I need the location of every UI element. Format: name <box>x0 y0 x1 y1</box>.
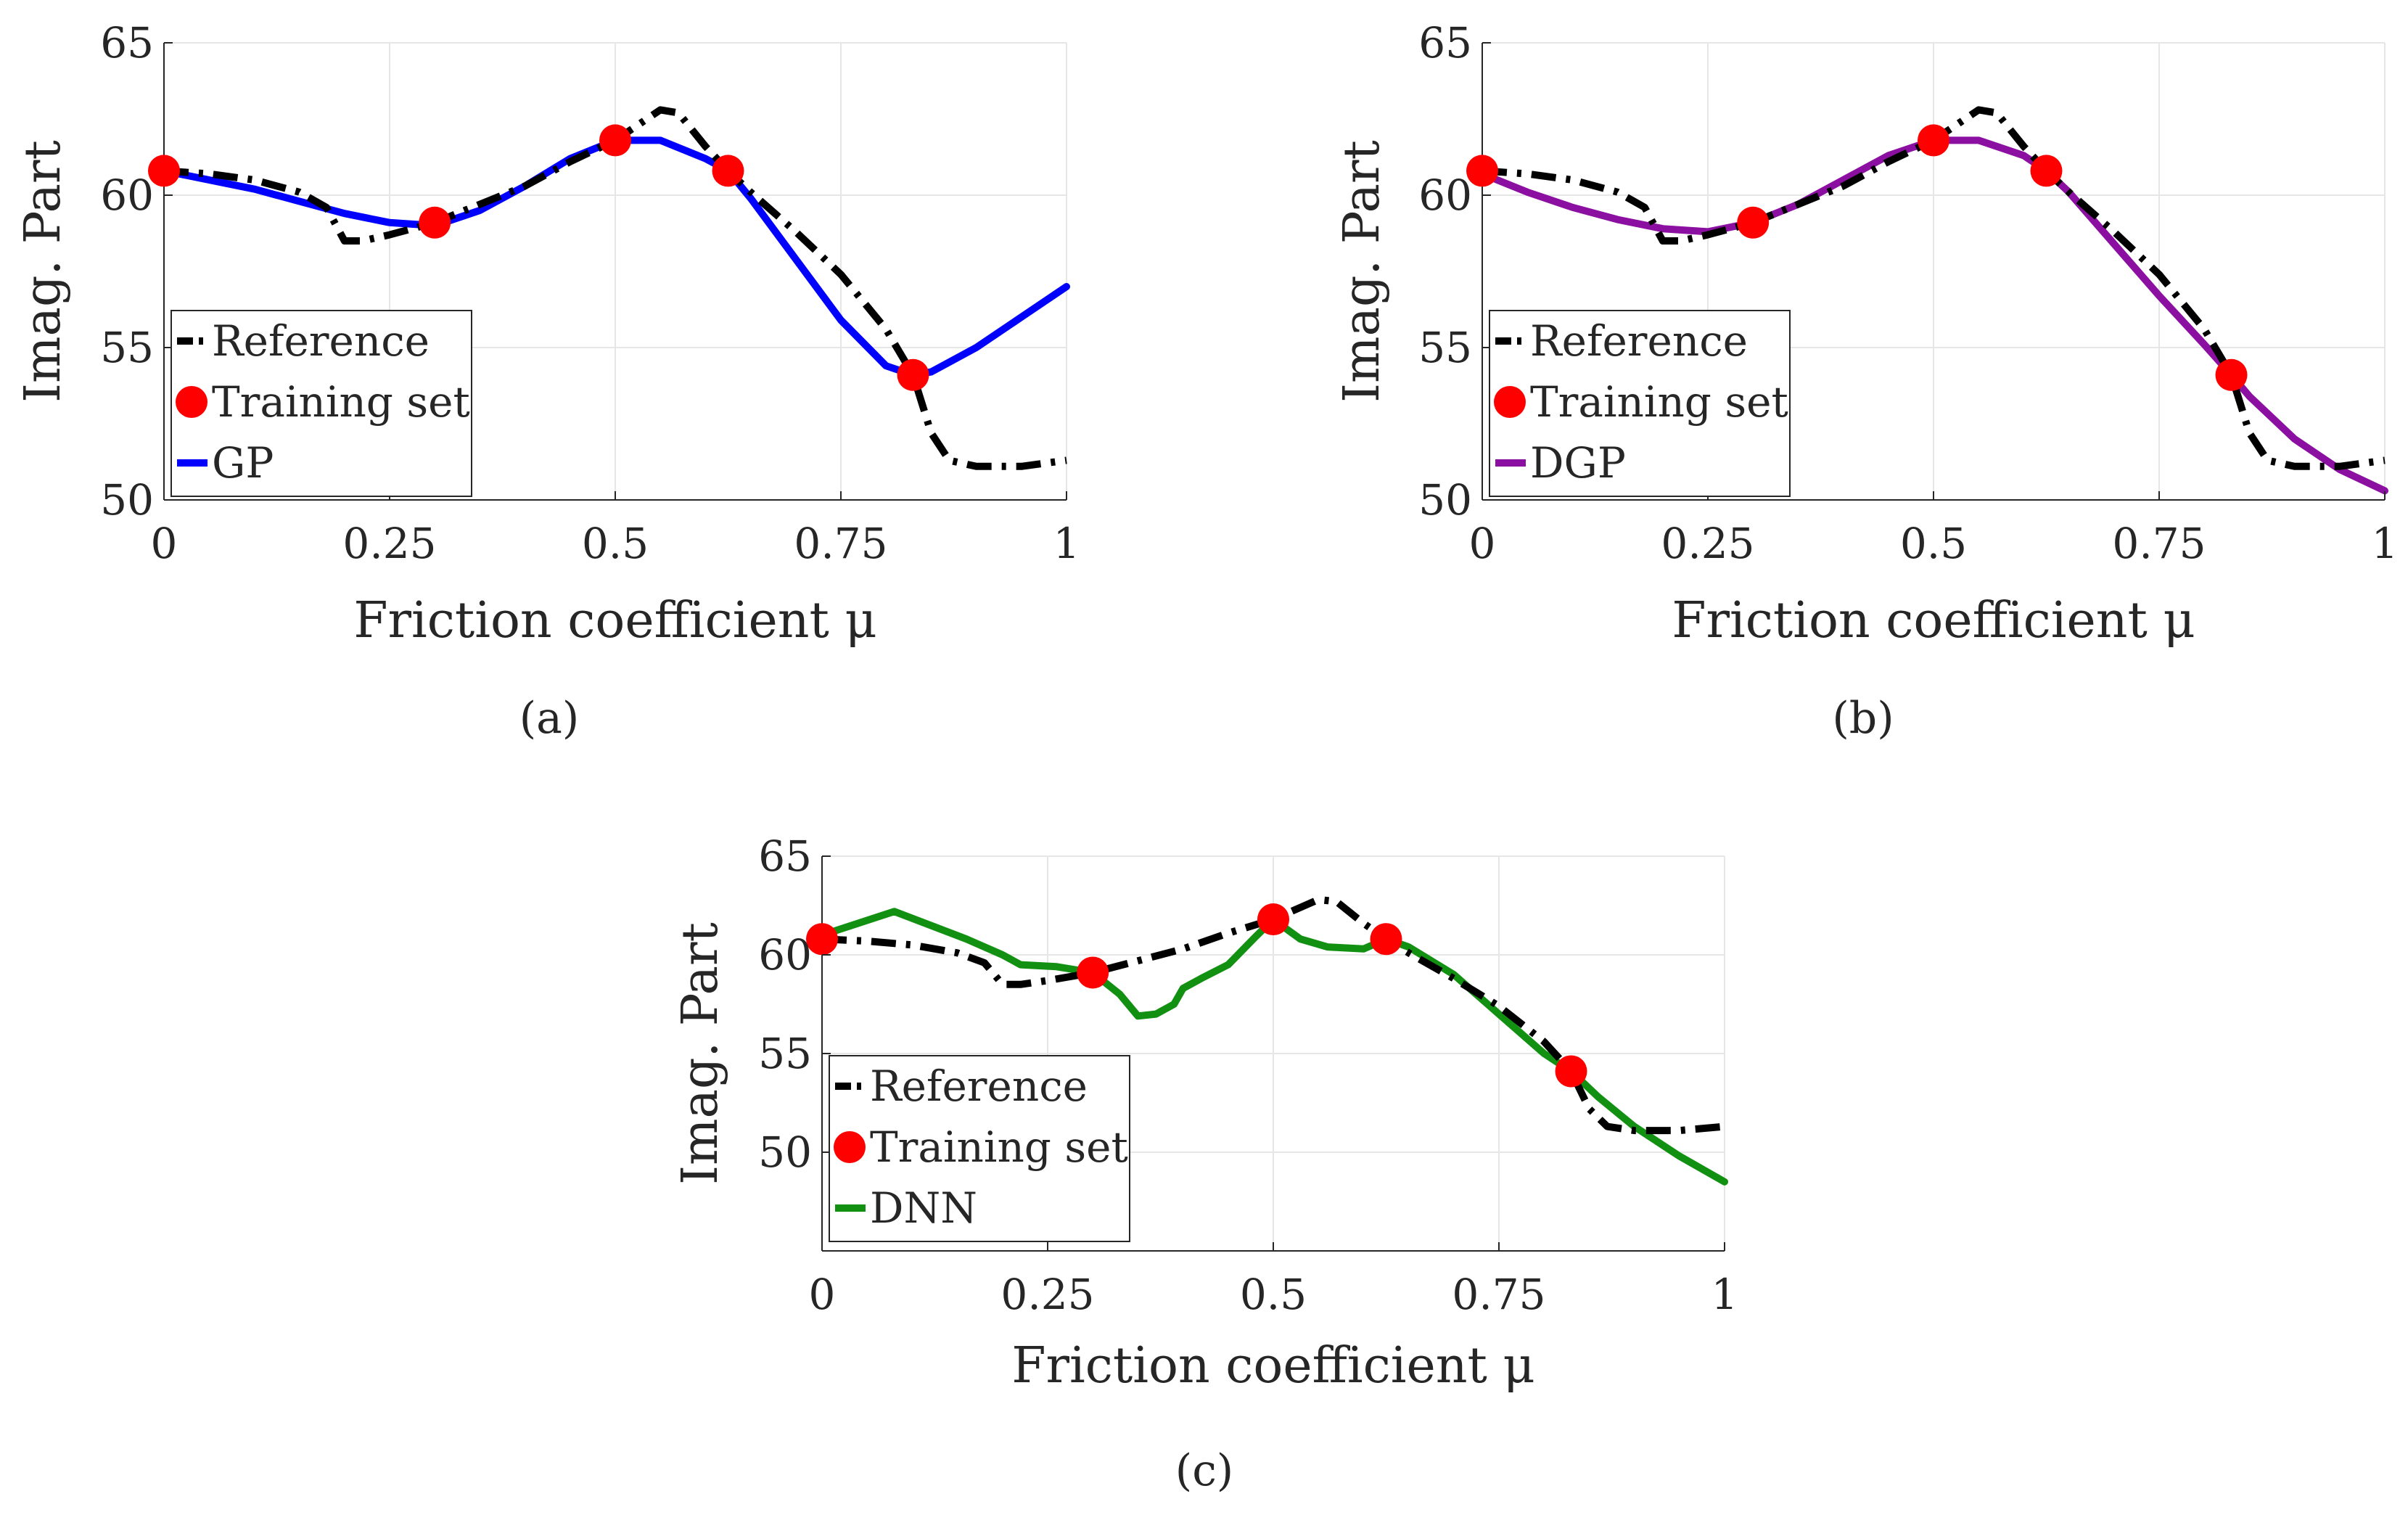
panel-c-xticks: 0 0.25 0.5 0.75 1 <box>809 1242 1738 1319</box>
panel-c-caption: (c) <box>1175 1445 1233 1496</box>
panel-a-legend-swatch-1 <box>176 386 207 418</box>
panel-a-legend-label-2: GP <box>212 438 274 488</box>
panel-a-training-point-3 <box>712 155 744 187</box>
panel-c-legend-label-0: Reference <box>870 1062 1088 1111</box>
panel-b-legend-box <box>1489 310 1791 497</box>
panel-a-xtick-3: 0.75 <box>794 519 887 568</box>
panel-b-legend-label-0: Reference <box>1530 316 1748 366</box>
panel-c-training-point-3 <box>1370 923 1402 956</box>
panel-b-training-point-1 <box>1737 206 1770 239</box>
panel-a-xticks: 0 0.25 0.5 0.75 1 <box>151 491 1080 568</box>
panel-b-xtick-1: 0.25 <box>1661 519 1754 568</box>
panel-a-legend-label-0: Reference <box>212 316 430 366</box>
panel-c-xlabel: Friction coefficient μ <box>1011 1337 1534 1395</box>
panel-c-series-dnn <box>818 908 1728 1186</box>
panel-c-legend-swatch-1 <box>834 1131 866 1163</box>
panel-a-xtick-1: 0.25 <box>342 519 436 568</box>
panel-a-legend: Reference Training set GP <box>170 310 472 497</box>
panel-b-training-point-3 <box>2030 155 2063 187</box>
panel-b-ytick-3: 65 <box>1418 18 1472 67</box>
panel-b-legend-swatch-1 <box>1494 386 1526 418</box>
panel-c-ytick-1: 55 <box>758 1029 812 1078</box>
panel-a-markers <box>148 124 929 391</box>
panel-a-ytick-3: 65 <box>100 18 154 67</box>
panel-c-training-point-0 <box>806 923 838 956</box>
panel-b-xtick-0: 0 <box>1469 519 1496 568</box>
panel-a-xlabel: Friction coefficient μ <box>353 592 876 649</box>
panel-c-ytick-0: 50 <box>758 1128 812 1177</box>
panel-c-series-reference <box>821 895 1725 1135</box>
panel-c-training-point-2 <box>1257 903 1289 936</box>
panel-c-legend-box <box>829 1055 1130 1242</box>
panel-b-training-point-0 <box>1466 155 1498 187</box>
panel-b-training-point-2 <box>1918 124 1949 157</box>
panel-b-markers <box>1466 124 2248 391</box>
panel-b-xtick-3: 0.75 <box>2112 519 2206 568</box>
panel-b-training-point-4 <box>2215 358 2248 391</box>
panel-a-series-reference <box>163 106 1067 470</box>
panel-c-ylabel: Imag. Part <box>672 922 729 1185</box>
panel-b-xtick-2: 0.5 <box>1900 519 1967 568</box>
panel-b-ytick-2: 60 <box>1418 171 1472 220</box>
panel-b-xticks: 0 0.25 0.5 0.75 1 <box>1469 491 2399 568</box>
panel-c-training-point-1 <box>1077 956 1109 989</box>
panel-c-series <box>818 895 1728 1186</box>
panel-b: 0 0.25 0.5 0.75 1 50 55 60 65 Friction coeffici… <box>1334 18 2398 744</box>
panel-c-ytick-3: 65 <box>758 832 812 881</box>
panel-a-training-point-4 <box>897 358 929 391</box>
panel-a-ylabel: Imag. Part <box>15 140 72 403</box>
panel-c-legend: Reference Training set DNN <box>829 1055 1130 1242</box>
panel-c-legend-label-1: Training set <box>870 1122 1128 1172</box>
panel-c-xtick-2: 0.5 <box>1240 1270 1307 1319</box>
panel-a-yticks: 50 55 60 65 <box>100 18 173 525</box>
panel-a-training-point-2 <box>599 124 631 157</box>
panel-b-xtick-4: 1 <box>2372 519 2399 568</box>
panel-b-caption: (b) <box>1832 693 1894 744</box>
panel-a-xtick-0: 0 <box>151 519 178 568</box>
panel-c-xtick-0: 0 <box>809 1270 836 1319</box>
panel-c-yticks: 50 55 60 65 <box>758 832 831 1177</box>
panel-b-yticks: 50 55 60 65 <box>1418 18 1491 525</box>
panel-a-ytick-0: 50 <box>100 475 154 525</box>
panel-b-legend: Reference Training set DGP <box>1489 310 1791 497</box>
panel-a-caption: (a) <box>519 693 580 744</box>
panel-b-legend-label-1: Training set <box>1530 377 1788 427</box>
panel-c: 0 0.25 0.5 0.75 1 50 55 60 65 Friction coeffici… <box>672 832 1738 1496</box>
panel-a-xtick-4: 1 <box>1053 519 1080 568</box>
panel-b-ylabel: Imag. Part <box>1334 140 1391 403</box>
panel-b-ytick-0: 50 <box>1418 475 1472 525</box>
panel-c-xtick-3: 0.75 <box>1452 1270 1545 1319</box>
panel-a-legend-label-1: Training set <box>212 377 470 427</box>
panel-a-xtick-2: 0.5 <box>582 519 649 568</box>
panel-a: 0 0.25 0.5 0.75 1 50 55 60 65 Friction coeffici… <box>15 18 1080 744</box>
panel-a-training-point-0 <box>148 155 180 187</box>
panel-a-ytick-1: 55 <box>100 323 154 372</box>
panel-a-training-point-1 <box>419 206 451 239</box>
panel-c-legend-label-2: DNN <box>870 1183 977 1233</box>
panel-b-ytick-1: 55 <box>1418 323 1472 372</box>
panel-b-legend-label-2: DGP <box>1530 438 1626 488</box>
panel-c-xtick-1: 0.25 <box>1000 1270 1094 1319</box>
panel-c-ytick-2: 60 <box>758 930 812 980</box>
panel-a-ytick-2: 60 <box>100 171 154 220</box>
panel-b-xlabel: Friction coefficient μ <box>1672 592 2195 649</box>
panel-c-xtick-4: 1 <box>1712 1270 1738 1319</box>
panel-a-legend-box <box>170 310 472 497</box>
panel-c-markers <box>806 903 1587 1088</box>
panel-b-series-reference <box>1482 106 2386 470</box>
panel-c-training-point-4 <box>1555 1055 1587 1088</box>
